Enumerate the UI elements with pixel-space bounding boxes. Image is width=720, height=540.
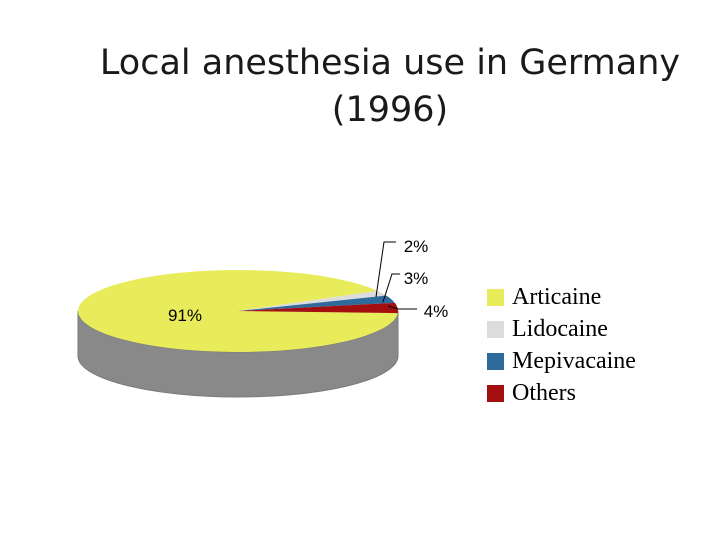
data-label-articaine: 91% <box>168 306 202 325</box>
pie-slice-lidocaine <box>238 290 387 311</box>
chart-title: Local anesthesia use in Germany (1996) <box>60 40 720 134</box>
legend-label-lidocaine: Lidocaine <box>512 315 608 342</box>
pie-slice-articaine <box>77 270 398 352</box>
pie-slice-others <box>238 302 398 314</box>
chart-legend: Articaine Lidocaine Mepivacaine Others <box>487 281 636 409</box>
legend-swatch-mepivacaine <box>487 352 504 370</box>
legend-label-mepivacaine: Mepivacaine <box>512 347 636 374</box>
legend-label-others: Others <box>512 379 576 406</box>
legend-item-others: Others <box>487 377 636 409</box>
data-label-mepivacaine: 3% <box>404 269 429 288</box>
legend-item-mepivacaine: Mepivacaine <box>487 345 636 377</box>
legend-label-articaine: Articaine <box>512 283 602 310</box>
data-label-others: 4% <box>424 302 449 321</box>
legend-swatch-lidocaine <box>487 320 504 338</box>
leader-line-mepivacaine <box>382 273 400 303</box>
data-label-lidocaine: 2% <box>404 237 429 256</box>
chart-title-line-1: Local anesthesia use in Germany <box>99 43 681 83</box>
chart-title-line-2: (1996) <box>331 90 449 130</box>
legend-item-lidocaine: Lidocaine <box>487 313 636 345</box>
legend-item-articaine: Articaine <box>487 281 636 313</box>
leader-line-others <box>387 305 417 310</box>
legend-swatch-others <box>487 384 504 402</box>
leader-line-lidocaine <box>375 241 396 298</box>
pie-slice-mepivacaine <box>238 295 395 311</box>
legend-swatch-articaine <box>487 288 504 306</box>
